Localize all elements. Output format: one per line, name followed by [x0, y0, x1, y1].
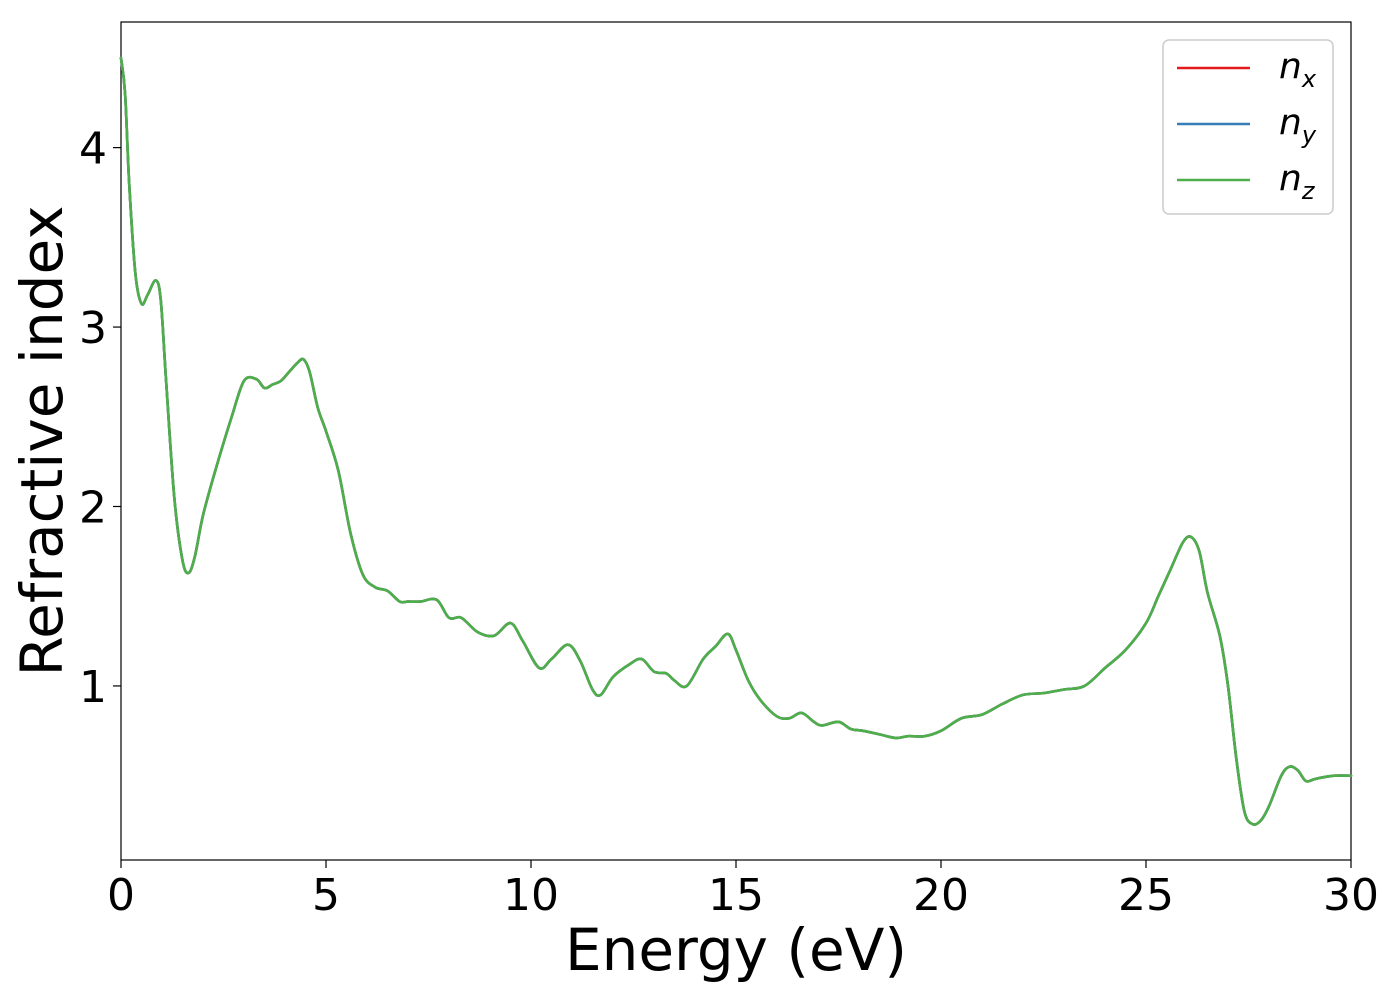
x-tick-label: 15: [708, 870, 764, 921]
plot-frame: [120, 21, 1352, 861]
x-axis-ticks: 0 5 10 15 20 25 30: [107, 860, 1379, 921]
y-axis-title: Refractive index: [8, 205, 76, 676]
legend-label-z: nz: [1279, 158, 1316, 205]
y-axis-ticks: 1 2 3 4: [79, 124, 121, 713]
x-tick-label: 30: [1323, 870, 1379, 921]
series-line-n-z: [119, 56, 1353, 826]
x-tick-label: 20: [913, 870, 969, 921]
legend: nx ny nz: [1162, 39, 1334, 215]
legend-box: [1162, 39, 1334, 215]
x-tick-label: 10: [503, 870, 559, 921]
x-axis-title: Energy (eV): [565, 916, 907, 984]
x-tick-label: 25: [1118, 870, 1174, 921]
x-tick-label: 5: [312, 870, 340, 921]
legend-label-x: nx: [1279, 46, 1317, 93]
y-tick-label: 4: [79, 124, 107, 175]
legend-items: nx ny nz: [1177, 46, 1317, 205]
legend-label-y: ny: [1279, 102, 1317, 149]
y-tick-label: 2: [79, 482, 107, 533]
y-tick-label: 1: [79, 662, 107, 713]
plot-area: 0 5 10 15 20 25 30 1 2 3 4: [79, 21, 1379, 921]
series-group: [119, 56, 1353, 826]
x-tick-label: 0: [107, 870, 135, 921]
y-tick-label: 3: [79, 303, 107, 354]
